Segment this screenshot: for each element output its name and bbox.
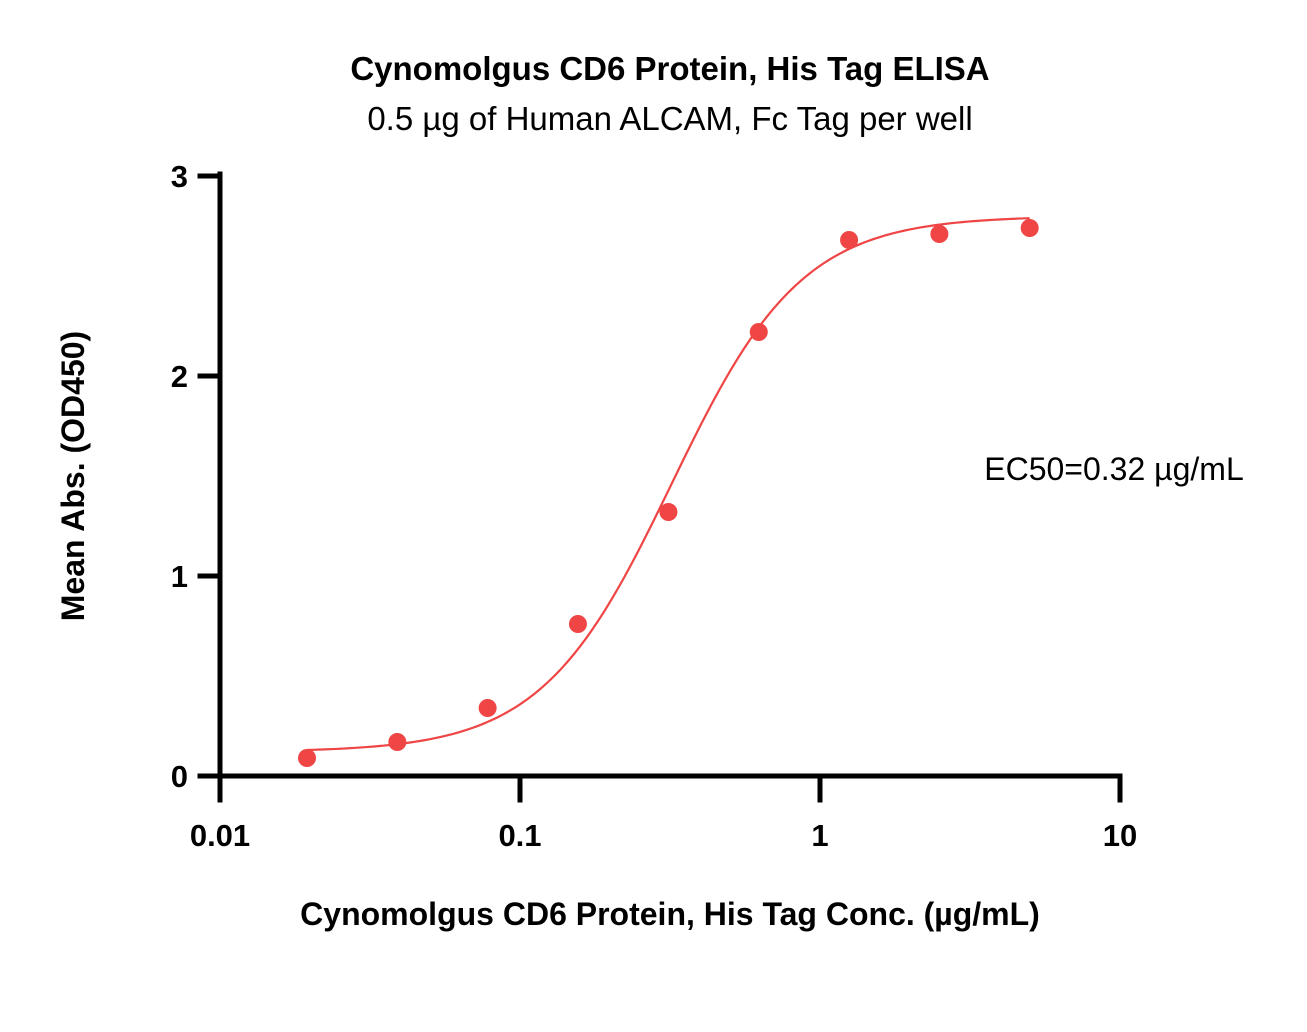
x-tick-label: 10 xyxy=(1103,818,1137,853)
y-axis-label: Mean Abs. (OD450) xyxy=(55,331,91,621)
axes xyxy=(197,171,1123,803)
data-point xyxy=(749,323,768,341)
chart-title: Cynomolgus CD6 Protein, His Tag ELISA xyxy=(350,50,989,87)
x-tick-label: 0.01 xyxy=(190,818,250,853)
x-tick-label: 1 xyxy=(811,818,828,853)
data-point xyxy=(659,503,678,521)
y-tick-label: 1 xyxy=(171,559,188,594)
y-tick-label: 0 xyxy=(171,759,188,794)
fit-curve xyxy=(306,217,1030,752)
fit-curve-group xyxy=(306,217,1030,752)
data-point xyxy=(298,749,317,767)
ec50-annotation: EC50=0.32 µg/mL xyxy=(984,451,1243,487)
x-axis-label: Cynomolgus CD6 Protein, His Tag Conc. (µ… xyxy=(300,896,1040,932)
data-point xyxy=(840,231,859,249)
data-point xyxy=(1020,219,1039,237)
data-point xyxy=(388,733,407,751)
chart-subtitle: 0.5 µg of Human ALCAM, Fc Tag per well xyxy=(367,100,972,137)
tick-labels: 0 1 2 3 0.01 0.1 1 10 xyxy=(171,159,1137,853)
data-points xyxy=(298,219,1039,767)
data-point xyxy=(478,699,497,717)
y-tick-label: 3 xyxy=(171,159,188,194)
x-tick-label: 0.1 xyxy=(498,818,541,853)
data-point xyxy=(568,615,587,633)
data-point xyxy=(930,225,949,243)
y-tick-label: 2 xyxy=(171,359,188,394)
